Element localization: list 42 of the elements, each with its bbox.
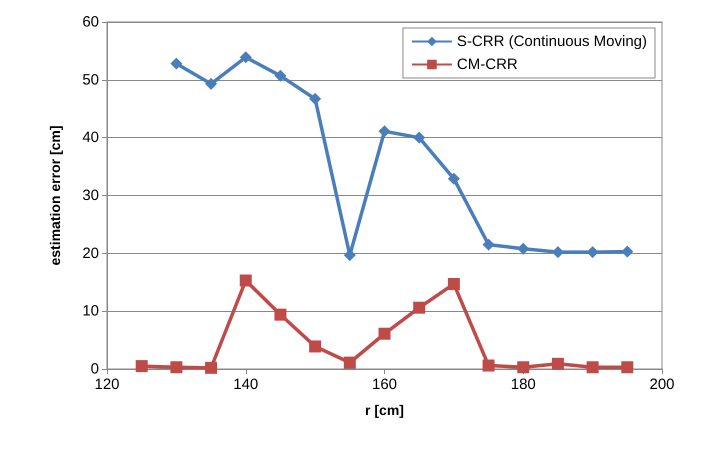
point [552,246,564,258]
point [136,360,148,372]
point [309,340,322,352]
point [274,70,286,82]
y-tick-label: 10 [82,302,99,320]
point [448,172,460,185]
x-tick-label: 140 [233,376,258,393]
point [170,58,182,70]
legend-label: S-CRR (Continuous Moving) [456,33,648,50]
point [344,356,356,369]
x-tick-label: 200 [649,376,675,393]
x-axis-title: r [cm] [365,402,404,418]
point [482,238,495,251]
point [413,132,426,144]
x-tick-label: 120 [94,376,120,393]
x-tick-label: 180 [510,376,536,393]
point [205,362,218,374]
point [274,308,286,321]
point [170,361,182,374]
y-tick-label: 40 [82,129,99,146]
point [448,278,460,290]
y-tick-label: 20 [82,244,99,262]
legend-label: CM-CRR [456,56,518,73]
y-tick-label: 30 [82,187,99,204]
point [517,361,530,374]
y-tick-label: 0 [90,360,99,378]
point [413,302,426,314]
point [240,51,252,64]
point [309,92,322,105]
point [378,125,390,138]
point [621,361,634,374]
y-axis-title: estimation error [cm] [47,125,63,266]
point [378,328,390,340]
point [205,78,218,90]
y-tick-label: 50 [82,71,99,88]
x-tick-label: 160 [372,376,398,393]
point [240,274,252,287]
point [586,361,599,374]
point [482,360,495,372]
y-tick-label: 60 [82,14,99,30]
point [517,242,530,255]
point [552,358,564,370]
